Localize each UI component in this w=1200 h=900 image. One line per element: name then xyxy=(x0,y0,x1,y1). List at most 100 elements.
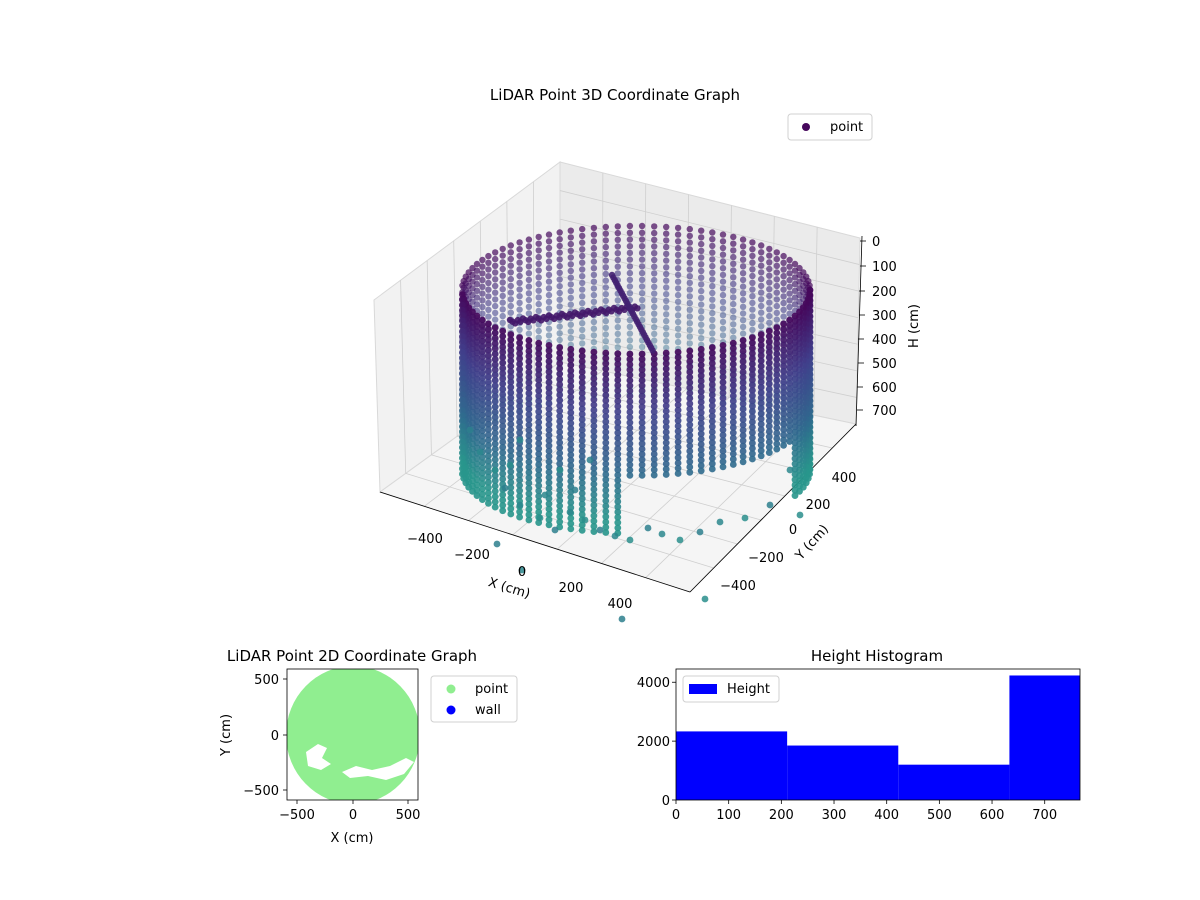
data-point xyxy=(719,437,727,444)
data-point xyxy=(590,449,598,456)
data-point xyxy=(791,317,799,325)
data-point xyxy=(674,332,682,339)
data-point xyxy=(567,525,575,533)
data-point xyxy=(719,238,727,245)
data-point xyxy=(525,495,533,503)
data-point xyxy=(545,500,553,508)
data-point xyxy=(602,277,609,284)
data-point xyxy=(545,415,553,423)
data-point xyxy=(602,460,610,468)
data-point xyxy=(741,514,749,522)
chart-3d: LiDAR Point 3D Coordinate Graph −400 −20… xyxy=(373,86,922,623)
data-point xyxy=(791,465,799,473)
data-point xyxy=(602,349,610,357)
gap-region xyxy=(306,744,331,770)
data-point xyxy=(614,243,621,250)
data-point xyxy=(545,251,553,258)
data-point xyxy=(662,407,670,415)
data-point xyxy=(697,367,705,374)
data-point xyxy=(499,252,506,259)
data-point xyxy=(786,358,793,366)
data-point xyxy=(662,434,670,441)
z-tick-label: 300 xyxy=(872,309,897,324)
grid-line xyxy=(559,190,860,265)
data-point xyxy=(525,379,533,387)
data-point xyxy=(626,461,634,469)
data-point xyxy=(786,427,793,435)
data-point xyxy=(492,262,499,269)
grid-line xyxy=(601,172,604,371)
data-point xyxy=(525,421,533,429)
data-point xyxy=(708,428,716,436)
data-point xyxy=(479,321,486,329)
data-point xyxy=(491,419,499,427)
data-point xyxy=(614,270,621,277)
x-tick-label: 300 xyxy=(822,808,847,823)
data-point xyxy=(663,291,670,298)
data-point xyxy=(525,330,533,337)
data-point xyxy=(614,392,622,400)
data-point xyxy=(626,222,634,230)
data-point xyxy=(765,438,773,446)
grid-line xyxy=(644,183,647,380)
data-point xyxy=(459,460,466,467)
data-point xyxy=(686,468,694,476)
data-point xyxy=(579,320,586,327)
data-point xyxy=(507,341,515,349)
data-point xyxy=(686,225,693,233)
data-point xyxy=(525,432,533,439)
data-point xyxy=(626,361,634,368)
data-point xyxy=(507,289,514,296)
data-point xyxy=(708,381,716,388)
data-point xyxy=(791,428,799,436)
data-point xyxy=(614,524,622,532)
data-point xyxy=(780,426,787,433)
data-point xyxy=(556,513,564,520)
data-point xyxy=(507,368,515,375)
data-point xyxy=(674,305,682,312)
data-point xyxy=(579,333,586,340)
data-point xyxy=(507,378,515,386)
data-point xyxy=(525,290,533,297)
data-point xyxy=(650,355,658,363)
data-point xyxy=(729,339,737,347)
data-point xyxy=(614,344,621,351)
data-point xyxy=(638,243,646,250)
legend-label-point: point xyxy=(830,120,863,135)
data-point xyxy=(663,264,670,271)
data-point xyxy=(567,446,575,454)
data-point xyxy=(525,500,533,508)
data-point xyxy=(730,247,737,254)
data-point xyxy=(485,442,492,449)
data-point xyxy=(786,390,793,398)
data-point xyxy=(749,319,756,327)
data-point xyxy=(719,312,727,319)
data-point xyxy=(626,256,634,263)
data-point xyxy=(459,407,466,414)
data-point xyxy=(662,402,670,410)
data-point xyxy=(708,439,716,446)
data-point xyxy=(479,343,486,350)
data-point xyxy=(567,398,575,406)
data-point xyxy=(638,276,646,283)
data-point xyxy=(709,336,716,344)
legend-histogram: Height xyxy=(682,675,780,703)
data-point xyxy=(749,429,756,436)
data-point xyxy=(479,380,486,387)
data-point xyxy=(709,229,716,236)
data-point xyxy=(780,383,787,391)
data-point xyxy=(567,393,575,401)
data-point xyxy=(626,371,634,379)
data-point xyxy=(590,528,598,535)
data-point xyxy=(499,454,507,462)
data-point xyxy=(697,409,705,417)
data-point xyxy=(626,413,634,421)
data-point xyxy=(578,527,586,534)
data-point xyxy=(535,487,543,495)
data-point xyxy=(729,376,737,384)
data-point xyxy=(662,381,670,389)
data-point xyxy=(459,417,466,425)
data-point xyxy=(507,346,515,354)
data-point xyxy=(516,450,523,458)
data-point xyxy=(507,510,515,518)
